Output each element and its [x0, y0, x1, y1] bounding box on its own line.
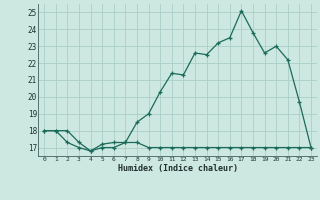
X-axis label: Humidex (Indice chaleur): Humidex (Indice chaleur): [118, 164, 238, 173]
